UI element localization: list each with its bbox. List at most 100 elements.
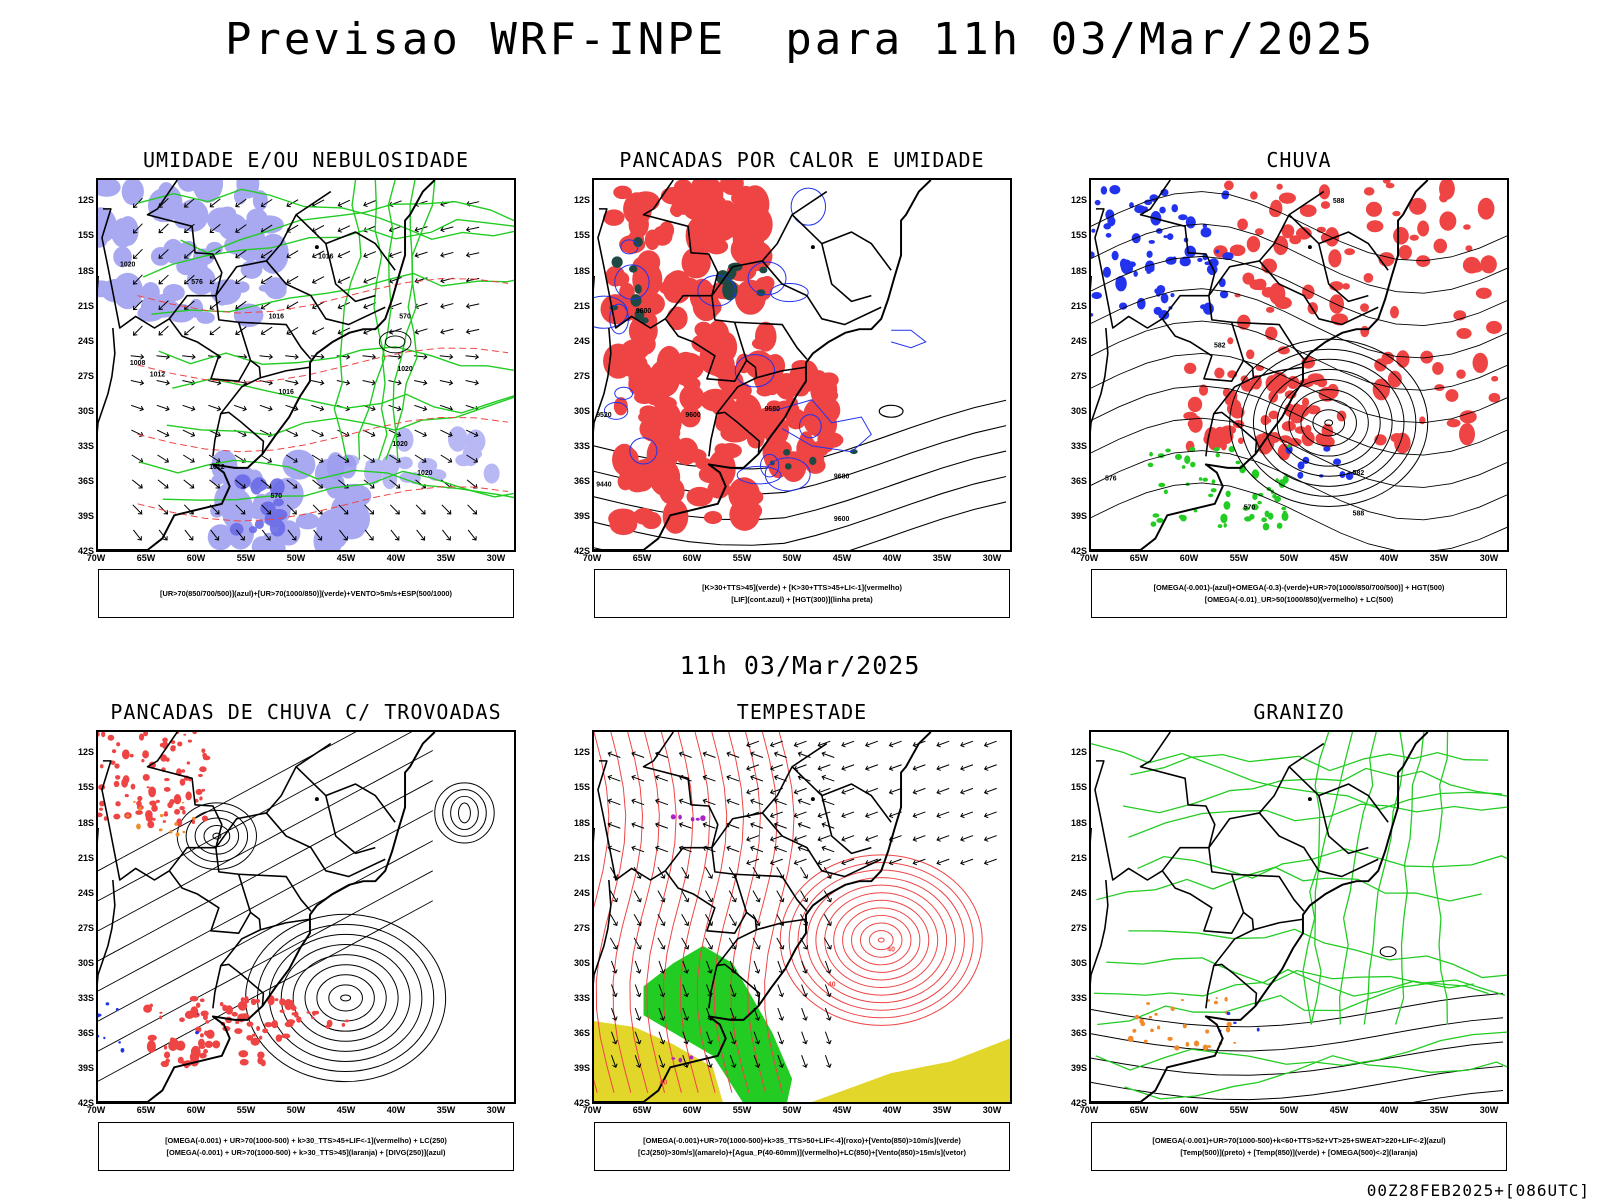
streamline	[1091, 482, 1507, 550]
lon-tick-label: 40W	[882, 553, 902, 563]
shade-cell	[149, 800, 157, 806]
thickness-line	[137, 278, 509, 314]
shade-cell	[1318, 184, 1331, 200]
wind-arrow	[682, 1055, 689, 1069]
temp850-line	[1338, 732, 1377, 1025]
contour-label: 9600	[636, 308, 652, 315]
lat-tick-label: 12S	[1070, 195, 1087, 206]
contour-line	[1264, 368, 1393, 477]
wind-arrow	[706, 1055, 713, 1069]
wind-arrow	[746, 764, 760, 771]
wind-arrow	[363, 454, 376, 463]
map-frame[interactable]: 588 582 576 570 582 588	[1089, 178, 1509, 552]
shade-cell	[138, 733, 145, 741]
wind-arrow	[130, 353, 145, 360]
border-line	[664, 318, 748, 383]
unstable-green-west	[609, 237, 649, 324]
shade-cell	[182, 809, 186, 815]
humidity-low-contour	[166, 396, 514, 436]
shade-cell	[639, 405, 658, 418]
shade-cell	[1156, 517, 1164, 523]
shade-cell	[162, 737, 168, 743]
wind-arrow	[750, 751, 764, 758]
shade-cell	[182, 257, 208, 275]
shade-cell	[177, 741, 183, 747]
lif-contours	[594, 187, 927, 492]
wind-arrow	[865, 740, 879, 748]
shade-cell	[1372, 378, 1391, 401]
humidity-low-contour	[151, 272, 514, 315]
wind-arrow	[746, 787, 760, 795]
contour-label: 570	[399, 314, 411, 321]
shade-cell	[1366, 220, 1384, 233]
wind-arrow	[235, 275, 247, 285]
wind-arrow	[776, 890, 785, 903]
lon-tick-label: 40W	[386, 553, 406, 563]
lat-tick-label: 39S	[573, 510, 590, 521]
shade-cell	[1315, 433, 1324, 445]
shade-cell	[263, 277, 287, 298]
lat-tick-label: 30S	[1070, 405, 1087, 416]
shade-cell	[231, 1011, 238, 1017]
shade-cell	[1227, 337, 1234, 345]
wind-arrow	[726, 798, 740, 806]
shade-cell	[162, 820, 167, 823]
map-frame[interactable]: 9600 9600 9680 9680 9440 9520 9600	[592, 178, 1012, 552]
border-line	[1253, 366, 1304, 379]
wind-arrow	[286, 301, 299, 310]
shade-cell	[1262, 417, 1272, 424]
map-frame[interactable]: 1016 1016 1020 1012 1008 1016 1020 1020 1020 1012…	[96, 178, 516, 552]
legend-line: [OMEGA(-0.001) + UR>70(1000-500) + k>30_…	[165, 1135, 447, 1145]
border-line	[594, 879, 612, 985]
map-frame[interactable]	[1089, 730, 1509, 1104]
lat-tick-label: 39S	[1070, 1062, 1087, 1073]
shade-cell	[447, 426, 468, 452]
shade-cell	[1342, 283, 1350, 290]
shade-cell	[164, 777, 170, 782]
contour-label: 570	[271, 493, 283, 500]
shade-cell	[1486, 320, 1502, 334]
shade-cell	[1149, 451, 1153, 457]
wind-arrow	[362, 379, 376, 386]
wind-arrow	[183, 479, 195, 489]
lon-tick-label: 35W	[436, 1105, 456, 1115]
shade-cell	[254, 519, 264, 530]
brasilia-marker	[1307, 797, 1312, 802]
shade-cell	[342, 454, 360, 467]
shade-cell	[198, 1052, 207, 1059]
shade-cell	[98, 732, 100, 737]
shade-cell	[306, 1011, 311, 1014]
lat-tick-label: 27S	[77, 370, 94, 381]
humidity-low-contour	[333, 180, 362, 460]
contour-label: 1012	[209, 464, 225, 471]
wind-arrow	[157, 454, 170, 463]
panel-title: PANCADAS DE CHUVA C/ TROVOADAS	[110, 700, 502, 724]
shade-cell	[179, 1017, 185, 1023]
map-frame[interactable]: 40 40 40	[592, 730, 1012, 1104]
map-borders	[1091, 180, 1429, 550]
contour-line	[851, 914, 912, 966]
lat-tick-label: 15S	[77, 230, 94, 241]
contour-line	[806, 877, 957, 1004]
pressure-contours	[378, 330, 412, 354]
wind-arrow	[440, 454, 453, 463]
shade-cell	[146, 786, 150, 789]
shade-cell	[714, 412, 735, 433]
shade-cell	[121, 778, 128, 788]
shade-cell	[1328, 249, 1342, 268]
wind-arrow	[817, 835, 831, 842]
wind-arrow	[823, 914, 832, 927]
unstable-green-south	[769, 449, 858, 470]
shade-cell	[235, 1020, 240, 1025]
map-frame[interactable]	[96, 730, 516, 1104]
shade-cell	[252, 190, 268, 211]
shade-cell	[136, 823, 141, 830]
temp850-line	[1095, 1031, 1507, 1071]
humidity-low-contour	[142, 218, 514, 278]
shade-cell	[1439, 180, 1455, 200]
lon-tick-label: 55W	[1229, 1105, 1249, 1115]
lat-tick-label: 33S	[77, 992, 94, 1003]
lon-tick-label: 40W	[386, 1105, 406, 1115]
lon-tick-label: 65W	[1129, 553, 1149, 563]
shade-cell	[1189, 446, 1196, 452]
